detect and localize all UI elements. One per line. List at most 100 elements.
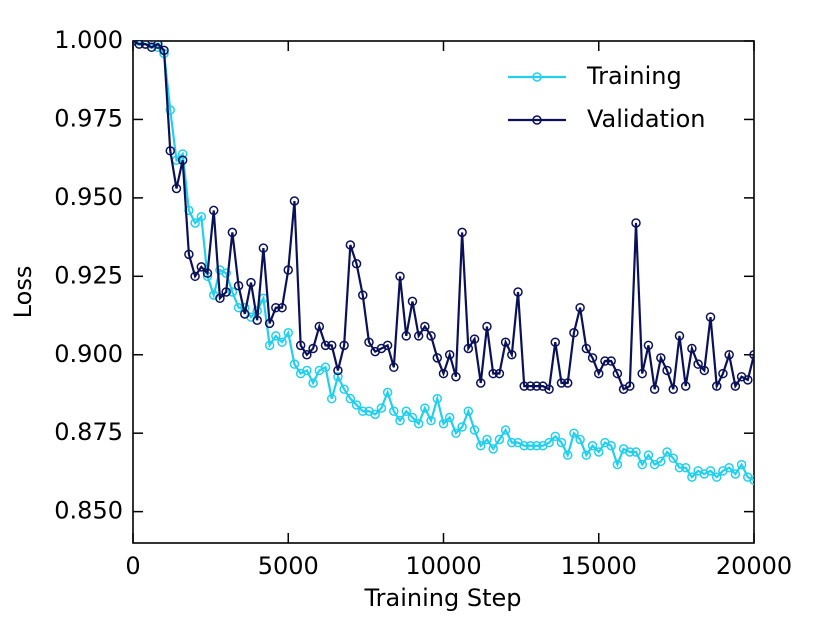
data-point: [612, 459, 623, 470]
data-point: [165, 105, 176, 115]
data-point: [463, 343, 474, 354]
data-point: [587, 353, 598, 363]
x-tick-label: 15000: [561, 552, 637, 580]
data-point: [736, 459, 747, 470]
data-point: [519, 440, 529, 451]
data-point: [494, 368, 505, 379]
plot-area: [133, 41, 754, 485]
data-point: [295, 340, 306, 351]
data-point: [569, 428, 579, 438]
data-point: [426, 415, 436, 426]
data-point: [575, 302, 585, 313]
data-point: [351, 259, 362, 269]
data-point: [531, 381, 542, 391]
data-point: [358, 290, 368, 300]
data-point: [376, 403, 387, 413]
data-point: [687, 343, 697, 354]
data-point: [457, 227, 467, 238]
data-point: [289, 359, 300, 369]
data-point: [562, 450, 573, 460]
data-point: [351, 400, 362, 410]
data-point: [730, 469, 741, 479]
data-point: [662, 447, 672, 457]
data-point: [401, 406, 411, 416]
data-point: [500, 337, 511, 347]
data-point: [240, 309, 250, 319]
data-point: [476, 378, 486, 388]
data-point: [625, 447, 635, 457]
data-point: [314, 321, 325, 332]
data-point: [196, 262, 207, 272]
data-point: [190, 218, 200, 228]
y-tick-label: 0.875: [54, 418, 123, 446]
data-point: [333, 365, 343, 376]
data-point: [525, 381, 536, 391]
data-point: [320, 340, 331, 351]
data-point: [264, 318, 275, 329]
data-point: [227, 287, 238, 297]
data-point: [637, 459, 647, 470]
data-point: [196, 211, 207, 222]
data-point: [606, 356, 616, 366]
data-point: [544, 384, 554, 395]
data-point: [420, 403, 430, 413]
data-point: [370, 409, 380, 420]
data-point: [507, 437, 517, 448]
data-point: [345, 240, 356, 250]
y-tick-label: 0.850: [54, 497, 123, 525]
data-point: [339, 384, 349, 395]
data-point: [488, 444, 498, 454]
data-point: [494, 434, 505, 445]
data-point: [395, 415, 405, 426]
data-point: [153, 41, 163, 49]
data-point: [289, 196, 300, 206]
data-point: [277, 337, 287, 347]
data-point: [190, 271, 200, 282]
data-point: [699, 365, 710, 376]
legend-label: Validation: [587, 105, 706, 133]
data-point: [749, 350, 754, 360]
x-tick-label: 20000: [716, 552, 792, 580]
data-point: [457, 422, 467, 432]
x-tick-label: 5000: [258, 552, 319, 580]
data-point: [643, 340, 654, 351]
data-point: [389, 406, 399, 416]
data-point: [711, 381, 722, 391]
x-axis-label: Training Step: [364, 584, 522, 612]
data-point: [550, 337, 561, 347]
data-point: [482, 434, 492, 445]
data-point: [711, 472, 722, 482]
data-point: [643, 450, 654, 460]
data-point: [569, 328, 579, 338]
data-point: [202, 268, 213, 278]
data-point: [488, 368, 498, 379]
data-point: [680, 462, 691, 473]
data-point: [476, 440, 486, 451]
data-point: [283, 328, 293, 338]
data-point: [407, 412, 418, 423]
data-point: [382, 340, 393, 351]
data-point: [625, 381, 635, 391]
data-point: [271, 331, 281, 341]
data-point: [556, 437, 567, 448]
y-tick-label: 1.000: [54, 26, 123, 54]
data-point: [339, 340, 349, 351]
data-point: [177, 149, 188, 159]
data-point: [687, 472, 697, 482]
data-point: [320, 362, 331, 373]
data-point: [562, 378, 573, 388]
data-point: [438, 368, 449, 379]
data-point: [513, 287, 523, 297]
data-point: [258, 243, 269, 253]
data-point: [606, 440, 616, 451]
data-point: [724, 350, 734, 360]
data-point: [221, 268, 231, 278]
data-point: [749, 475, 754, 485]
data-point: [656, 456, 666, 467]
data-point: [252, 315, 262, 325]
data-point: [420, 321, 430, 332]
data-point: [382, 387, 393, 398]
data-point: [718, 368, 728, 379]
data-point: [432, 393, 443, 404]
